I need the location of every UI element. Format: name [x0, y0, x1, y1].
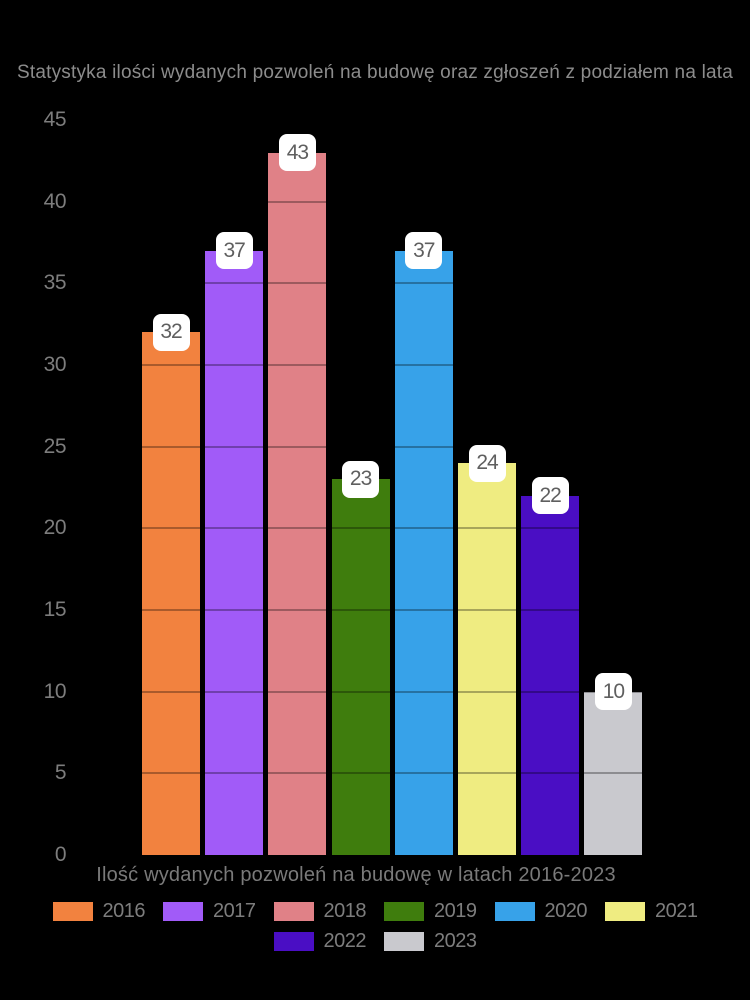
legend-label-2020: 2020	[544, 900, 588, 922]
legend-swatch-2022	[273, 932, 314, 951]
legend-swatch-2017	[163, 902, 203, 921]
legend-label-2019: 2019	[434, 900, 477, 922]
gridline-15	[130, 609, 660, 611]
legend-label-2016: 2016	[102, 900, 146, 922]
legend-item-2023: 2023	[384, 930, 477, 953]
bar-2022	[521, 495, 580, 855]
legend-swatch-2016	[52, 902, 93, 921]
legend-swatch-2020	[494, 902, 535, 921]
legend-label-2021: 2021	[655, 900, 698, 922]
y-tick-35: 35	[43, 271, 67, 295]
chart-title: Statystyka ilości wydanych pozwoleń na b…	[16, 62, 734, 83]
legend-swatch-2021	[605, 902, 645, 921]
bar-2021	[458, 463, 516, 855]
y-tick-45: 45	[43, 108, 67, 131]
bar-value-label-2023: 10	[594, 673, 632, 711]
gridline-40	[130, 200, 660, 203]
bar-value-label-2021: 24	[468, 444, 506, 482]
gridline-35	[130, 282, 660, 285]
legend-label-2017: 2017	[213, 900, 256, 922]
bar-2020	[394, 250, 453, 855]
legend-item-2021: 2021	[605, 900, 698, 923]
gridline-5	[130, 772, 660, 775]
y-tick-25: 25	[43, 434, 67, 458]
legend-item-2016: 2016	[52, 900, 146, 923]
y-tick-0: 0	[54, 843, 67, 866]
y-tick-40: 40	[43, 189, 67, 213]
legend-label-2018: 2018	[323, 900, 367, 922]
bar-2018	[268, 152, 327, 855]
legend-item-2018: 2018	[273, 900, 367, 923]
legend-swatch-2018	[273, 902, 314, 921]
bar-value-label-2016: 32	[152, 313, 190, 351]
legend-item-2020: 2020	[494, 900, 588, 923]
gridline-20	[130, 527, 660, 530]
y-tick-30: 30	[43, 353, 67, 376]
bar-value-label-2020: 37	[405, 232, 443, 270]
bar-2017	[205, 250, 264, 855]
bar-value-label-2017: 37	[215, 232, 253, 270]
x-axis-label: Ilość wydanych pozwoleń na budowę w lata…	[96, 864, 616, 886]
legend-item-2017: 2017	[163, 900, 256, 923]
bar-2023	[584, 691, 643, 855]
y-tick-20: 20	[43, 516, 67, 540]
legend-item-2022: 2022	[273, 930, 367, 953]
gridline-30	[130, 364, 660, 366]
bar-2016	[142, 332, 200, 855]
gridline-25	[130, 445, 660, 448]
legend: 2016 2017 2018 2019 2020 2021 2022 2023	[1, 900, 749, 953]
y-tick-5: 5	[54, 761, 67, 785]
legend-label-2023: 2023	[434, 930, 477, 952]
gridline-45	[130, 119, 660, 121]
legend-swatch-2023	[384, 932, 424, 951]
legend-item-2019: 2019	[384, 900, 477, 923]
bar-2019	[331, 479, 390, 855]
gridline-10	[130, 690, 660, 693]
bar-value-label-2018: 43	[278, 134, 316, 172]
bar-value-label-2022: 22	[531, 477, 569, 515]
y-tick-10: 10	[43, 679, 67, 703]
legend-swatch-2019	[384, 902, 424, 921]
y-tick-15: 15	[43, 598, 67, 621]
legend-label-2022: 2022	[323, 930, 367, 952]
bar-value-label-2019: 23	[342, 460, 380, 498]
